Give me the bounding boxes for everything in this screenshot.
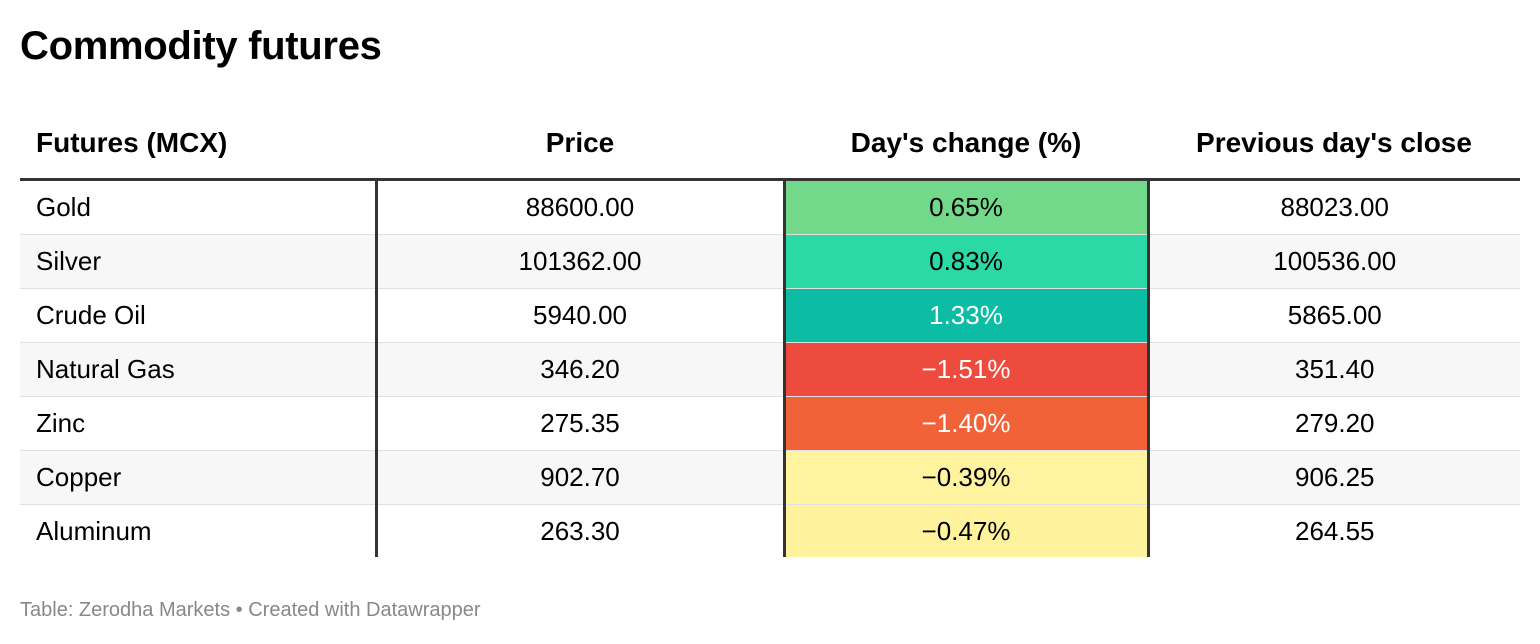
price-cell: 5940.00 (376, 288, 784, 343)
previous-close-cell: 351.40 (1148, 342, 1520, 397)
commodity-name-cell: Copper (20, 450, 378, 505)
commodity-name-cell: Aluminum (20, 504, 378, 557)
commodity-name-cell: Zinc (20, 396, 378, 451)
previous-close-cell: 100536.00 (1148, 234, 1520, 289)
column-header-days-change[interactable]: Day's change (%) (784, 108, 1148, 181)
price-cell: 88600.00 (376, 179, 784, 235)
table-row: Copper 902.70 −0.39% 906.25 (20, 450, 1520, 505)
table-row: Zinc 275.35 −1.40% 279.20 (20, 396, 1520, 451)
price-cell: 263.30 (540, 515, 620, 546)
days-change-cell: −1.51% (782, 342, 1150, 397)
days-change-cell: −1.40% (782, 396, 1150, 451)
commodity-name-cell: Gold (20, 179, 378, 235)
table-row: Gold 88600.00 0.65% 88023.00 (20, 179, 1520, 235)
table-title: Commodity futures (20, 24, 382, 68)
table-row: Aluminum 263.30 −0.47% 264.55 (20, 504, 1520, 557)
price-cell: 346.20 (376, 342, 784, 397)
days-change-cell: 0.65% (782, 179, 1150, 235)
previous-close-cell: 264.55 (1294, 515, 1375, 546)
previous-close-cell: 906.25 (1148, 450, 1520, 505)
commodity-name-cell: Natural Gas (20, 342, 378, 397)
previous-close-cell: 279.20 (1148, 396, 1520, 451)
table-row: Crude Oil 5940.00 1.33% 5865.00 (20, 288, 1520, 343)
days-change-cell: −0.39% (782, 450, 1150, 505)
header-row: Futures (MCX) Price Day's change (%) Pre… (20, 108, 1520, 181)
days-change-cell: 0.83% (782, 234, 1150, 289)
column-header-price[interactable]: Price (376, 108, 784, 181)
price-cell: 902.70 (376, 450, 784, 505)
commodity-table: Futures (MCX) Price Day's change (%) Pre… (20, 108, 1520, 557)
commodity-name-cell: Silver (20, 234, 378, 289)
days-change-cell: 1.33% (782, 288, 1150, 343)
price-cell: 101362.00 (376, 234, 784, 289)
previous-close-cell: 88023.00 (1148, 179, 1520, 235)
column-header-previous-close[interactable]: Previous day's close (1148, 108, 1520, 181)
previous-close-cell: 5865.00 (1148, 288, 1520, 343)
price-cell: 275.35 (376, 396, 784, 451)
table-row: Silver 101362.00 0.83% 100536.00 (20, 234, 1520, 289)
source-footer: Table: Zerodha Markets • Created with Da… (20, 599, 481, 621)
table-row: Natural Gas 346.20 −1.51% 351.40 (20, 342, 1520, 397)
column-header-futures[interactable]: Futures (MCX) (20, 108, 376, 181)
days-change-cell: −0.47% (782, 504, 1150, 557)
commodity-name-cell: Crude Oil (20, 288, 378, 343)
